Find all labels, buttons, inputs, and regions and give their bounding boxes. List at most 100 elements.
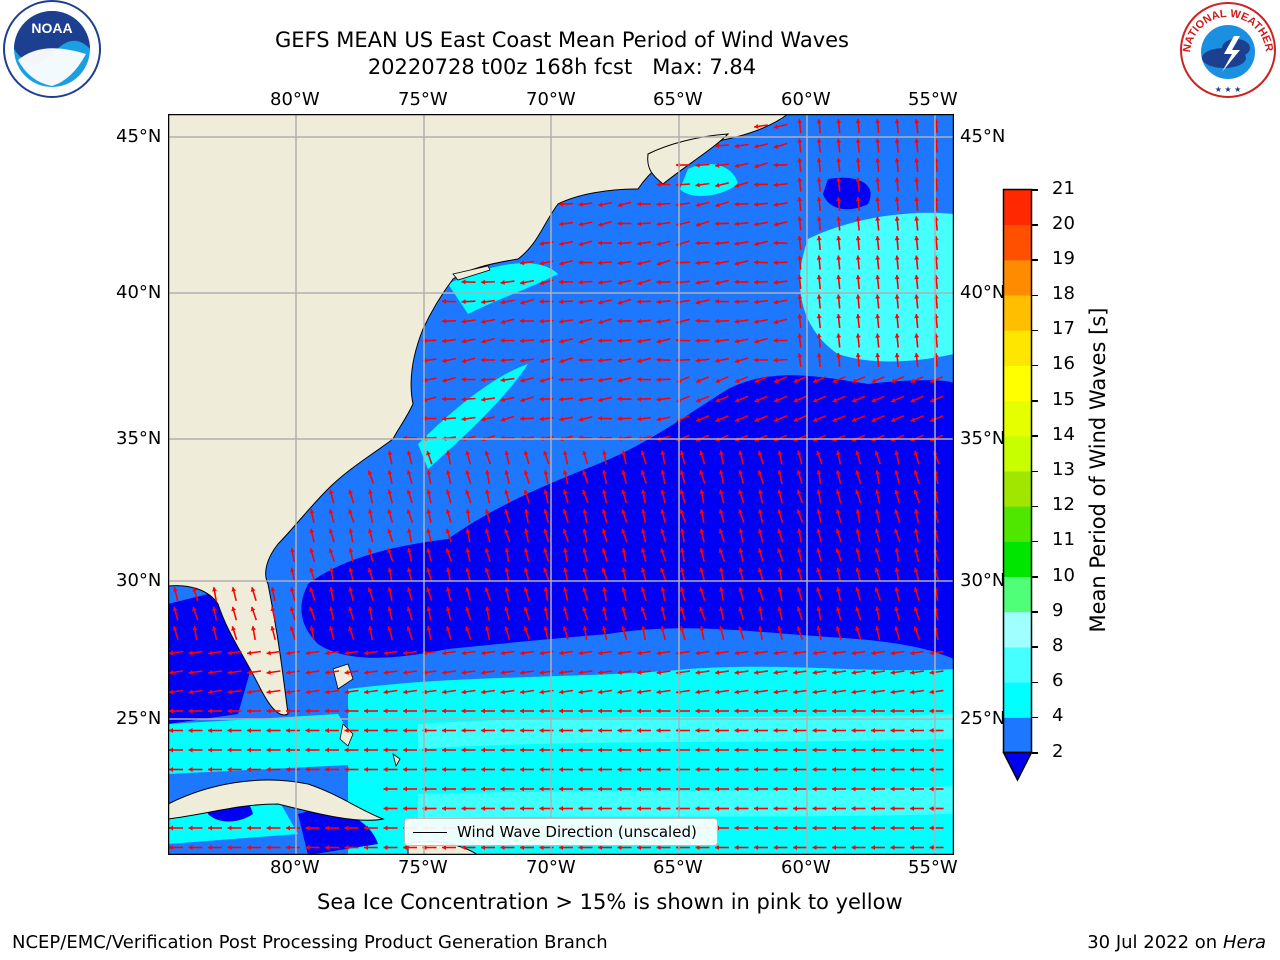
wave-direction-arrowhead (227, 767, 232, 772)
wave-direction-arrowhead (777, 450, 783, 455)
wave-direction-arrowhead (383, 845, 388, 850)
wave-direction-arrowhead (816, 236, 822, 241)
wave-direction-arrowhead (914, 294, 920, 299)
wave-direction-arrowhead (774, 397, 779, 403)
wave-direction-arrowhead (367, 567, 373, 573)
wave-direction-arrowhead (875, 606, 880, 611)
wave-direction-arrowhead (461, 670, 466, 675)
wave-direction-arrowhead (485, 489, 490, 495)
wave-direction-arrowhead (270, 626, 276, 631)
colorbar-tick-label: 6 (1052, 670, 1064, 692)
wave-direction-arrowhead (621, 587, 627, 592)
wave-direction-arrowhead (266, 747, 271, 753)
wave-direction-arrowhead (192, 587, 197, 592)
wave-direction-arrowhead (562, 489, 568, 495)
wave-direction-arrowhead (715, 806, 719, 811)
wave-direction-arrowhead (305, 650, 310, 656)
colorbar-tick-mark (1032, 470, 1038, 472)
wave-direction-arrowhead (890, 747, 895, 753)
wave-direction-arrowhead (910, 417, 916, 422)
wave-direction-arrowhead (461, 650, 466, 656)
wave-direction-arrowhead (305, 670, 310, 675)
wave-direction-arrowhead (520, 689, 525, 695)
wave-direction-arrowhead (734, 143, 739, 149)
wave-direction-arrowhead (403, 767, 407, 772)
wave-direction-arrowhead (442, 806, 446, 811)
wave-direction-arrowhead (773, 338, 778, 343)
wave-direction-arrowhead (773, 221, 779, 227)
wave-direction-arrowhead (520, 806, 524, 811)
wave-direction-arrowhead (851, 670, 856, 675)
wave-direction-arrowhead (383, 806, 388, 811)
wave-direction-arrowhead (286, 845, 290, 850)
colorbar-tick-label: 15 (1052, 388, 1075, 410)
wave-direction-arrowhead (367, 587, 373, 592)
wave-direction-arrowhead (855, 158, 861, 163)
wave-direction-arrowhead (426, 606, 432, 611)
colorbar-tick-label: 11 (1052, 529, 1075, 551)
wave-direction-arrowhead (855, 528, 861, 533)
wave-direction-arrowhead (559, 650, 564, 656)
wave-direction-arrowhead (250, 606, 256, 612)
footer-machine: Hera (1222, 932, 1266, 953)
wave-direction-arrowhead (816, 255, 822, 260)
wave-direction-arrowhead (461, 279, 466, 285)
wave-direction-arrowhead (754, 143, 759, 149)
wave-direction-arrowhead (578, 279, 583, 285)
wave-direction-arrowhead (910, 397, 916, 403)
wave-direction-arrowhead (855, 548, 861, 553)
wave-direction-arrowhead (348, 509, 353, 514)
wave-direction-arrowhead (832, 728, 836, 733)
wave-direction-arrowhead (445, 528, 451, 534)
wave-direction-arrowhead (734, 358, 740, 364)
wave-direction-arrowhead (699, 606, 704, 612)
wave-direction-arrowhead (832, 786, 836, 792)
wave-direction-arrowhead (890, 728, 895, 733)
wave-direction-arrowhead (582, 606, 587, 612)
wave-direction-arrowhead (637, 299, 642, 305)
wave-direction-arrowhead (929, 767, 934, 772)
wave-direction-arrowhead (637, 241, 642, 246)
wave-direction-arrowhead (188, 708, 193, 714)
wave-direction-arrowhead (816, 450, 821, 456)
colorbar-tick-label: 4 (1052, 705, 1064, 727)
colorbar-tick-mark (1032, 716, 1038, 719)
wave-direction-arrowhead (835, 548, 841, 553)
wave-direction-arrowhead (871, 786, 875, 792)
wave-direction-arrowhead (543, 470, 549, 475)
wave-direction-arrowhead (445, 470, 451, 475)
wave-direction-arrowhead (836, 158, 842, 163)
wave-direction-arrowhead (520, 358, 525, 363)
colorbar (1002, 188, 1033, 782)
wave-direction-arrowhead (325, 767, 329, 772)
wave-direction-arrowhead (715, 182, 720, 188)
wave-direction-arrowhead (757, 509, 763, 514)
legend-label: Wind Wave Direction (unscaled) (457, 823, 697, 841)
wave-direction-arrowhead (598, 319, 603, 325)
wave-direction-arrowhead (796, 470, 802, 475)
wave-direction-arrowhead (715, 728, 719, 733)
wave-direction-arrowhead (851, 728, 856, 733)
wave-direction-arrowhead (231, 587, 237, 592)
wave-direction-arrowhead (894, 509, 899, 514)
wave-direction-arrowhead (500, 806, 505, 811)
wave-direction-arrowhead (578, 416, 584, 422)
wave-direction-arrowhead (679, 626, 685, 631)
wave-direction-arrowhead (914, 528, 919, 534)
wave-direction-arrowhead (461, 689, 466, 695)
wave-direction-arrowhead (227, 845, 232, 850)
wave-direction-arrowhead (227, 747, 232, 753)
wave-direction-arrowhead (461, 318, 466, 324)
wave-direction-arrowhead (601, 489, 607, 495)
wave-direction-arrowhead (188, 767, 193, 772)
wave-direction-arrowhead (601, 509, 607, 514)
wave-direction-arrowhead (813, 397, 818, 403)
wave-direction-arrowhead (325, 825, 329, 831)
wave-direction-arrowhead (930, 397, 935, 403)
wave-direction-arrowhead (543, 450, 548, 456)
wave-direction-arrowhead (169, 728, 173, 733)
wave-direction-arrowhead (734, 728, 739, 733)
wave-direction-arrowhead (602, 450, 607, 455)
wave-direction-arrowhead (913, 489, 919, 495)
wave-direction-arrowhead (559, 201, 564, 207)
